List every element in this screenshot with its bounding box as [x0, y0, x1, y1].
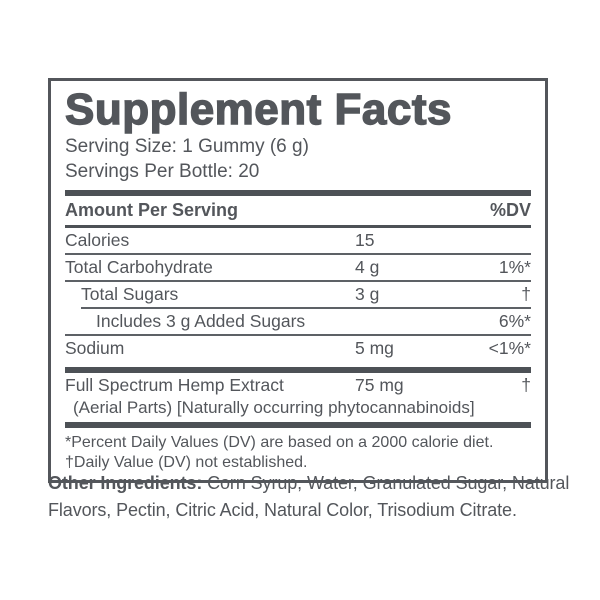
nutrient-amount: 15 [355, 230, 375, 250]
divider-medium-header [65, 225, 531, 228]
nutrient-amount: 5 mg [355, 338, 394, 358]
nutrient-name: Calories [65, 230, 130, 250]
column-header-row: Amount Per Serving %DV [65, 196, 531, 225]
nutrient-name: Total Sugars [81, 284, 179, 304]
percent-dv-header: %DV [489, 200, 531, 220]
row-divider [65, 280, 531, 282]
nutrient-row-calories: Calories 15 [65, 228, 531, 253]
nutrient-amount: 3 g [355, 284, 380, 304]
row-divider [65, 334, 531, 336]
nutrient-name: Sodium [65, 338, 125, 358]
nutrient-dv: † [521, 284, 531, 304]
nutrient-name: Includes 3 g Added Sugars [96, 311, 306, 331]
nutrient-dv: <1%* [488, 338, 531, 358]
footnotes-block: *Percent Daily Values (DV) are based on … [65, 428, 531, 472]
supplement-facts-panel: Supplement Facts Serving Size: 1 Gummy (… [48, 78, 548, 483]
other-ingredients-list: Corn Syrup, Water, Granulated Sugar, Nat… [48, 473, 570, 520]
nutrient-dv: † [521, 375, 531, 395]
nutrient-row-total-carbohydrate: Total Carbohydrate 4 g 1%* [65, 255, 531, 280]
other-ingredients-paragraph: Other Ingredients: Corn Syrup, Water, Gr… [48, 470, 600, 524]
amount-per-serving-header: Amount Per Serving [65, 200, 239, 220]
nutrient-amount: 4 g [355, 257, 380, 277]
row-divider-indented [81, 307, 531, 309]
footnote-daily-value: †Daily Value (DV) not established. [65, 453, 308, 471]
hemp-extract-detail: (Aerial Parts) [Naturally occurring phyt… [73, 398, 475, 417]
divider-thick-middle [65, 367, 531, 373]
serving-size-text: Serving Size: 1 Gummy (6 g) [65, 136, 309, 157]
nutrient-dv: 1%* [498, 257, 531, 277]
nutrient-name: Total Carbohydrate [65, 257, 213, 277]
divider-thick-top [65, 190, 531, 196]
panel-title: Supplement Facts [64, 85, 452, 134]
nutrient-row-added-sugars: Includes 3 g Added Sugars 6%* [65, 309, 531, 334]
row-divider [65, 253, 531, 255]
nutrient-amount: 75 mg [355, 375, 404, 395]
footnote-percent-dv: *Percent Daily Values (DV) are based on … [65, 434, 494, 451]
nutrient-row-sodium: Sodium 5 mg <1%* [65, 336, 531, 361]
nutrient-name: Full Spectrum Hemp Extract [65, 375, 284, 395]
nutrient-dv: 6%* [498, 311, 531, 331]
servings-per-bottle-text: Servings Per Bottle: 20 [65, 161, 260, 182]
divider-thick-bottom [65, 422, 531, 428]
nutrient-row-hemp-extract: Full Spectrum Hemp Extract 75 mg † [65, 373, 531, 398]
other-ingredients-label: Other Ingredients: [48, 473, 203, 493]
nutrient-row-total-sugars: Total Sugars 3 g † [65, 282, 531, 307]
